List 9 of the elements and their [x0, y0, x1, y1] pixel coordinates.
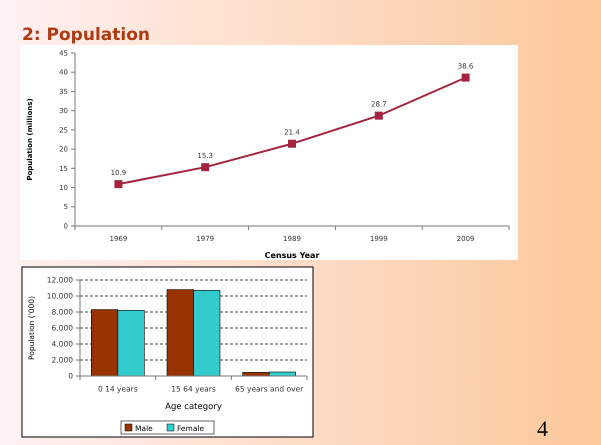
point	[374, 112, 383, 120]
point	[288, 140, 296, 148]
point	[114, 180, 122, 188]
point	[462, 74, 470, 82]
text: 4	[537, 416, 548, 441]
x-axis-title: Age category	[165, 402, 222, 412]
x-axis-title: Census Year	[264, 251, 320, 260]
point	[201, 163, 210, 172]
chart-title: 2: Population	[22, 25, 150, 45]
